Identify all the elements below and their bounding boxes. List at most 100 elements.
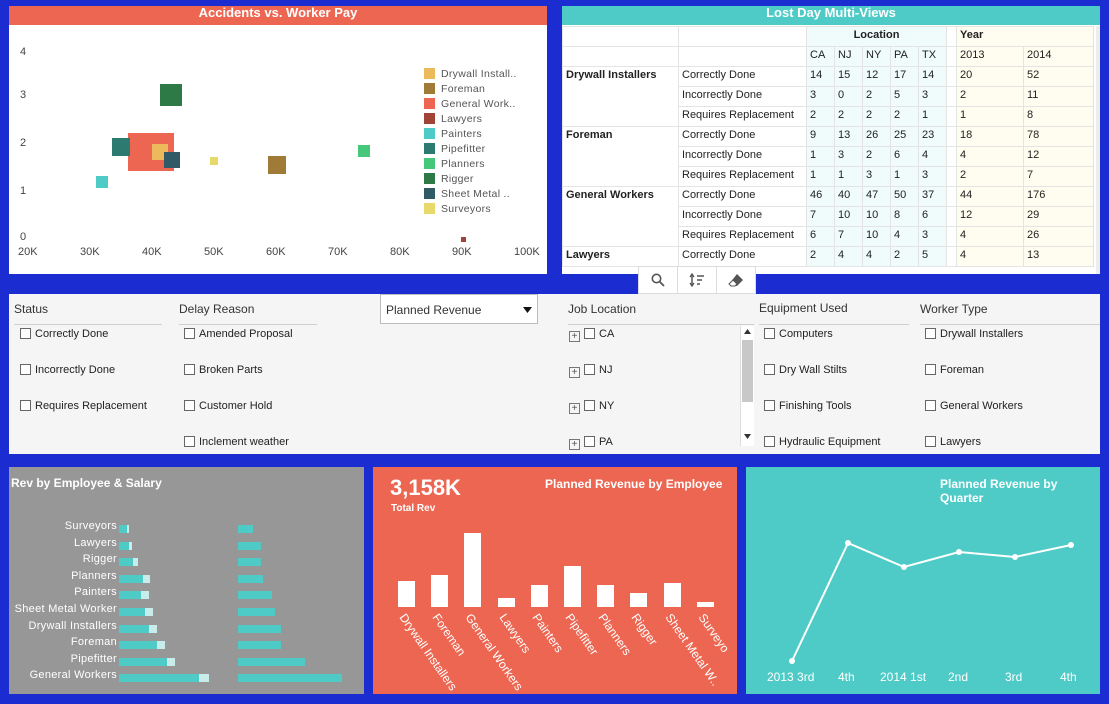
revenue-bar-secondary[interactable] bbox=[157, 641, 165, 650]
salary-bar[interactable] bbox=[238, 525, 253, 533]
job-scrollbar[interactable] bbox=[740, 326, 754, 446]
legend-item[interactable]: Pipefitter bbox=[424, 143, 485, 155]
checkbox[interactable] bbox=[764, 436, 775, 447]
planned-quarter-chart[interactable] bbox=[746, 467, 1100, 694]
filter-option[interactable]: Customer Hold bbox=[184, 400, 272, 412]
legend-item[interactable]: Rigger bbox=[424, 173, 474, 185]
quarter-point[interactable] bbox=[901, 564, 907, 570]
checkbox[interactable] bbox=[20, 328, 31, 339]
expand-icon[interactable]: + bbox=[569, 439, 580, 450]
year-col-header[interactable]: 2014 bbox=[1023, 46, 1094, 67]
clear-button[interactable] bbox=[717, 267, 755, 293]
checkbox[interactable] bbox=[764, 364, 775, 375]
revenue-bar[interactable] bbox=[119, 541, 129, 550]
quarter-point[interactable] bbox=[1012, 554, 1018, 560]
revenue-bar[interactable] bbox=[119, 525, 127, 533]
checkbox[interactable] bbox=[20, 364, 31, 375]
revenue-bar-secondary[interactable] bbox=[145, 608, 153, 616]
filter-option[interactable]: Incorrectly Done bbox=[20, 364, 115, 376]
employee-bar[interactable] bbox=[497, 598, 515, 607]
quarter-point[interactable] bbox=[1068, 542, 1074, 548]
year-header[interactable]: Year bbox=[956, 26, 1094, 47]
salary-bar[interactable] bbox=[238, 641, 281, 650]
expand-icon[interactable]: + bbox=[569, 367, 580, 378]
filter-option[interactable]: Finishing Tools bbox=[764, 400, 852, 412]
revenue-bar-secondary[interactable] bbox=[141, 591, 149, 600]
revenue-bar-secondary[interactable] bbox=[133, 558, 138, 567]
legend-item[interactable]: Planners bbox=[424, 158, 485, 170]
scroll-thumb[interactable] bbox=[742, 340, 753, 402]
scatter-point[interactable] bbox=[96, 176, 108, 188]
checkbox[interactable] bbox=[584, 436, 595, 447]
revenue-bar-secondary[interactable] bbox=[129, 541, 132, 550]
filter-option[interactable]: General Workers bbox=[925, 400, 1023, 412]
revenue-bar-secondary[interactable] bbox=[127, 525, 129, 533]
checkbox[interactable] bbox=[584, 328, 595, 339]
scroll-up-icon[interactable] bbox=[744, 329, 751, 334]
employee-bar[interactable] bbox=[431, 575, 449, 607]
salary-bar[interactable] bbox=[238, 657, 305, 666]
filter-option[interactable]: Lawyers bbox=[925, 436, 981, 448]
checkbox[interactable] bbox=[584, 364, 595, 375]
revenue-bar[interactable] bbox=[119, 674, 199, 683]
checkbox[interactable] bbox=[764, 328, 775, 339]
employee-bar[interactable] bbox=[398, 581, 415, 607]
revenue-bar-secondary[interactable] bbox=[143, 574, 150, 583]
expand-icon[interactable]: + bbox=[569, 403, 580, 414]
filter-option[interactable]: Correctly Done bbox=[20, 328, 108, 340]
filter-option[interactable]: Amended Proposal bbox=[184, 328, 293, 340]
scatter-point[interactable] bbox=[461, 237, 466, 242]
filter-option[interactable]: Foreman bbox=[925, 364, 984, 376]
table-scrollbar[interactable] bbox=[1096, 26, 1100, 274]
scatter-point[interactable] bbox=[210, 157, 218, 165]
scatter-point[interactable] bbox=[164, 152, 180, 168]
filter-option[interactable]: + CA bbox=[569, 328, 614, 342]
location-col-header[interactable]: CA bbox=[806, 46, 835, 67]
filter-option[interactable]: Requires Replacement bbox=[20, 400, 147, 412]
salary-bar[interactable] bbox=[238, 624, 281, 633]
employee-bar[interactable] bbox=[630, 593, 648, 607]
checkbox[interactable] bbox=[764, 400, 775, 411]
scatter-point[interactable] bbox=[358, 145, 370, 157]
filter-option[interactable]: Hydraulic Equipment bbox=[764, 436, 881, 448]
salary-bar[interactable] bbox=[238, 558, 261, 567]
filter-option[interactable]: Drywall Installers bbox=[925, 328, 1023, 340]
checkbox[interactable] bbox=[925, 328, 936, 339]
location-col-header[interactable]: TX bbox=[918, 46, 947, 67]
checkbox[interactable] bbox=[184, 400, 195, 411]
checkbox[interactable] bbox=[184, 436, 195, 447]
scatter-point[interactable] bbox=[268, 156, 286, 174]
year-col-header[interactable]: 2013 bbox=[956, 46, 1024, 67]
employee-bar[interactable] bbox=[464, 533, 482, 607]
checkbox[interactable] bbox=[184, 364, 195, 375]
location-col-header[interactable]: NY bbox=[862, 46, 891, 67]
legend-item[interactable]: Sheet Metal .. bbox=[424, 188, 510, 200]
employee-bar[interactable] bbox=[597, 585, 615, 607]
revenue-bar-secondary[interactable] bbox=[167, 657, 175, 666]
salary-bar[interactable] bbox=[238, 541, 261, 550]
legend-item[interactable]: General Work.. bbox=[424, 98, 516, 110]
salary-bar[interactable] bbox=[238, 591, 272, 600]
salary-bar[interactable] bbox=[238, 674, 342, 683]
checkbox[interactable] bbox=[184, 328, 195, 339]
revenue-bar[interactable] bbox=[119, 608, 145, 616]
revenue-bar[interactable] bbox=[119, 624, 149, 633]
scatter-point[interactable] bbox=[160, 84, 182, 106]
revenue-bar[interactable] bbox=[119, 558, 133, 567]
revenue-bar[interactable] bbox=[119, 591, 141, 600]
filter-option[interactable]: + PA bbox=[569, 436, 613, 450]
revenue-bar[interactable] bbox=[119, 574, 143, 583]
legend-item[interactable]: Surveyors bbox=[424, 203, 491, 215]
scroll-down-icon[interactable] bbox=[744, 434, 751, 439]
revenue-bar-secondary[interactable] bbox=[149, 624, 157, 633]
revenue-bar[interactable] bbox=[119, 641, 157, 650]
salary-bar[interactable] bbox=[238, 574, 263, 583]
quarter-point[interactable] bbox=[845, 540, 851, 546]
scatter-point[interactable] bbox=[112, 138, 130, 156]
legend-item[interactable]: Lawyers bbox=[424, 113, 482, 125]
filter-option[interactable]: Dry Wall Stilts bbox=[764, 364, 847, 376]
revenue-bar-secondary[interactable] bbox=[199, 674, 209, 683]
legend-item[interactable]: Foreman bbox=[424, 83, 485, 95]
checkbox[interactable] bbox=[925, 436, 936, 447]
search-button[interactable] bbox=[639, 267, 678, 293]
